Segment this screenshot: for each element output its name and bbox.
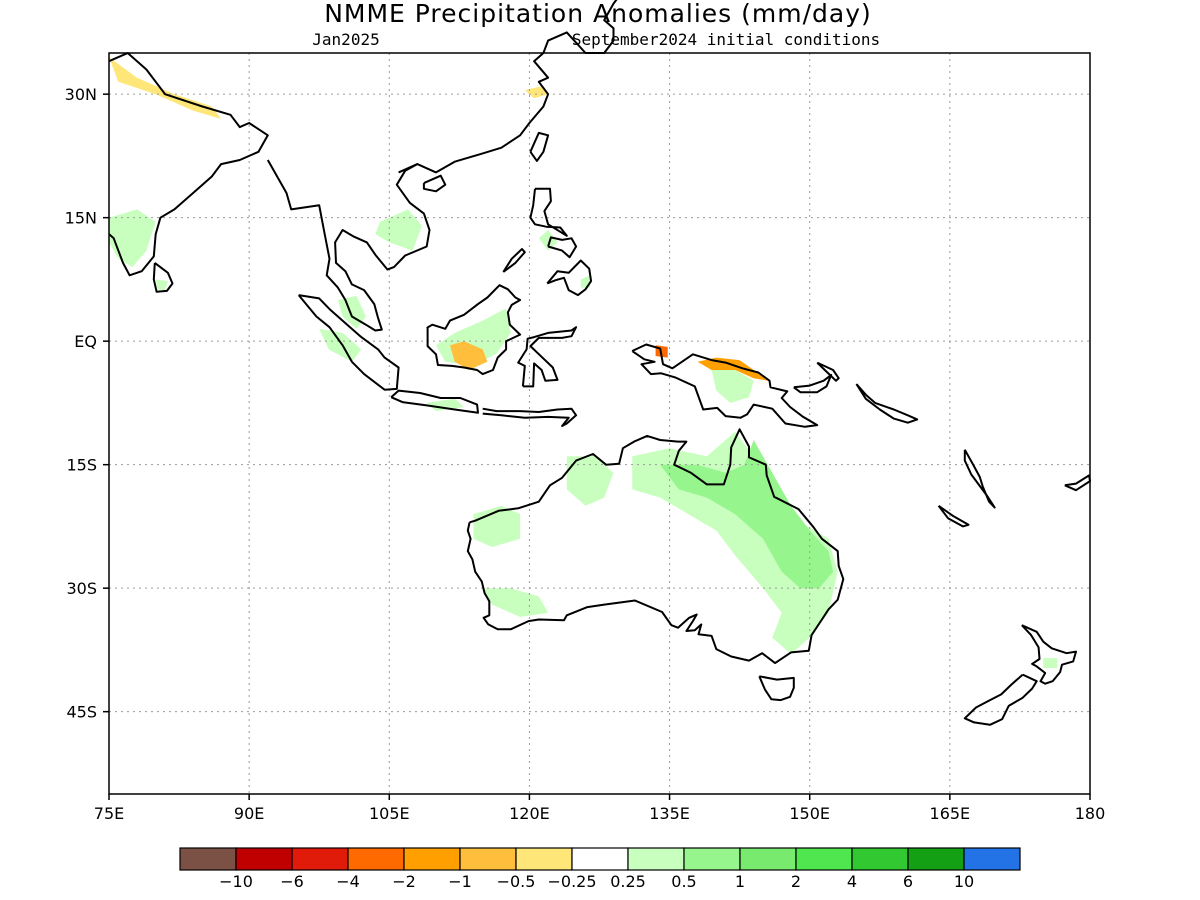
colorbar-label: 0.5	[671, 872, 696, 891]
graticule	[109, 53, 1090, 794]
anomaly-area-australia-east-core	[660, 440, 834, 589]
map-frame	[108, 52, 1091, 795]
coastline-borneo	[426, 284, 522, 376]
colorbar-swatch	[795, 847, 853, 871]
coastline-nz-north-island	[1021, 624, 1077, 685]
tick-label-lat: EQ	[74, 332, 97, 351]
coastline-sri-lanka	[152, 262, 174, 293]
target-month-label: Jan2025	[312, 30, 379, 49]
colorbar-label: 2	[791, 872, 801, 891]
tick-label-lat: 30N	[65, 85, 97, 104]
colorbar-swatch	[683, 847, 741, 871]
colorbar-swatch	[627, 847, 685, 871]
colorbar-label: −1	[448, 872, 472, 891]
coastline-new-guinea	[631, 343, 819, 428]
colorbar-label: 4	[847, 872, 857, 891]
tick-label-lon: 135E	[649, 804, 690, 823]
coastline-china-coast	[398, 0, 618, 174]
colorbar-swatch	[851, 847, 909, 871]
colorbar-swatch	[963, 847, 1021, 871]
tick-label-lon: 120E	[509, 804, 550, 823]
coastline-sulawesi	[517, 326, 578, 388]
anomaly-area-philippines	[538, 230, 558, 251]
anomaly-area-sri-lanka	[155, 279, 168, 291]
anomaly-area-malay-peninsula	[337, 295, 366, 329]
colorbar-label: −6	[280, 872, 304, 891]
coastline-java	[390, 389, 479, 414]
anomaly-area-new-guinea-highlands-wet	[711, 370, 754, 403]
coastline-luzon	[529, 187, 568, 237]
tick-label-lon: 90E	[234, 804, 264, 823]
coastline-taiwan	[529, 131, 550, 162]
tick-label-lon: 105E	[369, 804, 410, 823]
colorbar-swatch	[907, 847, 965, 871]
tick-label-lon: 180	[1075, 804, 1106, 823]
colorbar-label: 1	[735, 872, 745, 891]
coastline-new-caledonia	[937, 504, 970, 528]
coastline-tasmania	[758, 675, 795, 702]
anomaly-area-australia-north-central	[566, 456, 614, 506]
initial-conditions-label: September2024 initial conditions	[572, 30, 880, 49]
colorbar-swatch	[179, 847, 237, 871]
anomaly-area-borneo-dry-core	[450, 341, 488, 370]
tick-label-lon: 75E	[94, 804, 124, 823]
anomaly-area-northern-india-belt	[109, 57, 222, 119]
anomaly-area-southern-india	[109, 209, 156, 268]
tick-label-lon: 165E	[930, 804, 971, 823]
coastline-lesser-sunda	[482, 407, 578, 427]
coastline-australia	[466, 428, 845, 665]
map-title: NMME Precipitation Anomalies (mm/day)	[324, 0, 872, 28]
anomaly-area-java-east	[426, 398, 464, 412]
coastlines	[108, 0, 1091, 726]
colorbar-swatch	[235, 847, 293, 871]
tick-label-lat: 15N	[65, 209, 97, 228]
coastline-mindanao	[546, 259, 593, 297]
colorbar-swatch	[739, 847, 797, 871]
colorbar-label: 0.25	[610, 872, 646, 891]
coastline-solomons	[855, 383, 919, 424]
colorbar-label: −0.5	[497, 872, 536, 891]
tick-label-lat: 45S	[66, 703, 97, 722]
anomaly-area-indochina	[375, 209, 422, 251]
coastline-hainan	[422, 174, 447, 193]
colorbar-label: 6	[903, 872, 913, 891]
colorbar-swatch	[291, 847, 349, 871]
colorbar-swatch	[403, 847, 461, 871]
colorbar-label: −2	[392, 872, 416, 891]
coastline-india	[108, 52, 269, 277]
coastline-sumatra	[297, 294, 400, 391]
anomaly-area-sumatra	[319, 328, 362, 362]
tick-label-lat: 30S	[66, 579, 97, 598]
colorbar-swatch	[515, 847, 573, 871]
colorbar-swatch	[459, 847, 517, 871]
colorbar: −10 −6 −4 −2 −1 −0.5 −0.25 0.25 0.5 1 2 4 6 10	[179, 847, 1021, 891]
tick-label-lat: 15S	[66, 456, 97, 475]
tick-label-lon: 150E	[789, 804, 830, 823]
coastline-vanuatu	[963, 449, 996, 509]
coastline-visayas	[547, 236, 578, 259]
coastline-new-ireland	[816, 361, 840, 382]
anomaly-fill-layer	[109, 57, 1058, 668]
coastline-new-britain	[793, 373, 833, 394]
anomaly-area-new-zealand-north	[1043, 658, 1058, 668]
anomaly-area-east-china-coast	[524, 85, 549, 99]
coastline-indochina-coast	[266, 159, 431, 332]
colorbar-swatch	[571, 847, 629, 871]
anomaly-area-australia-southwest	[482, 588, 549, 617]
axis-ticks: 75E 90E 105E 120E 135E 150E 165E 180 30N 15N EQ 15S…	[65, 85, 1106, 823]
anomaly-area-new-guinea-central	[697, 357, 768, 381]
colorbar-label: −10	[219, 872, 253, 891]
coastline-palawan	[502, 248, 526, 273]
coastline-fiji	[1064, 474, 1091, 492]
colorbar-swatch	[347, 847, 405, 871]
colorbar-label: −0.25	[547, 872, 596, 891]
coastline-nz-south-island	[963, 673, 1038, 726]
colorbar-label: 10	[954, 872, 974, 891]
colorbar-label: −4	[336, 872, 360, 891]
